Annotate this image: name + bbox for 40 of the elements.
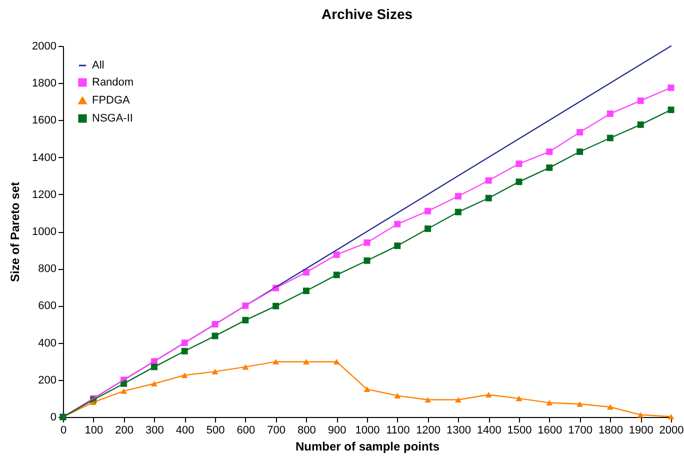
x-axis-title: Number of sample points <box>295 440 440 454</box>
x-tick-label: 1300 <box>446 424 471 436</box>
y-tick-label: 800 <box>38 263 56 276</box>
x-tick-label: 900 <box>328 424 346 436</box>
x-tick-label: 1600 <box>538 424 562 436</box>
x-tick-label: 600 <box>236 424 256 436</box>
y-tick-label: 200 <box>38 374 56 386</box>
legend-label: NSGA-II <box>92 112 133 124</box>
y-tick-label: 1400 <box>32 152 56 164</box>
x-tick-label: 100 <box>84 424 104 436</box>
point <box>668 414 674 420</box>
x-tick-label: 1400 <box>476 424 502 436</box>
x-tick-label: 0 <box>60 424 67 436</box>
x-tick-label: 1500 <box>507 424 532 436</box>
x-tick-label: 300 <box>146 424 164 436</box>
chart-title: Archive Sizes <box>321 6 413 22</box>
x-tick-label: 1800 <box>598 424 623 436</box>
y-tick-label: 0 <box>50 412 56 424</box>
y-tick-label: 1600 <box>32 114 56 127</box>
x-tick-label: 500 <box>206 424 225 436</box>
x-tick-label: 1000 <box>355 424 380 436</box>
x-tick-label: 1900 <box>628 424 654 436</box>
x-tick-label: 700 <box>267 424 286 436</box>
y-tick-label: 600 <box>38 300 56 312</box>
y-tick-label: 2000 <box>32 40 56 52</box>
x-tick-label: 1100 <box>386 424 410 436</box>
y-tick-label: 1800 <box>32 78 56 90</box>
x-tick-label: 2000 <box>659 424 684 436</box>
legend-label: All <box>92 60 104 72</box>
x-tick-label: 400 <box>176 424 194 436</box>
legend-label: Random <box>92 76 134 88</box>
x-tick-label: 1200 <box>416 424 441 436</box>
y-axis-title: Size of Pareto set <box>8 182 22 282</box>
y-tick-label: 400 <box>38 337 56 350</box>
x-tick-label: 200 <box>115 424 134 436</box>
legend-label: FPDGA <box>92 94 131 106</box>
y-tick-label: 1000 <box>32 226 56 238</box>
x-tick-label: 1700 <box>568 424 593 436</box>
y-tick-label: 1200 <box>32 188 56 201</box>
x-tick-label: 800 <box>298 424 316 436</box>
